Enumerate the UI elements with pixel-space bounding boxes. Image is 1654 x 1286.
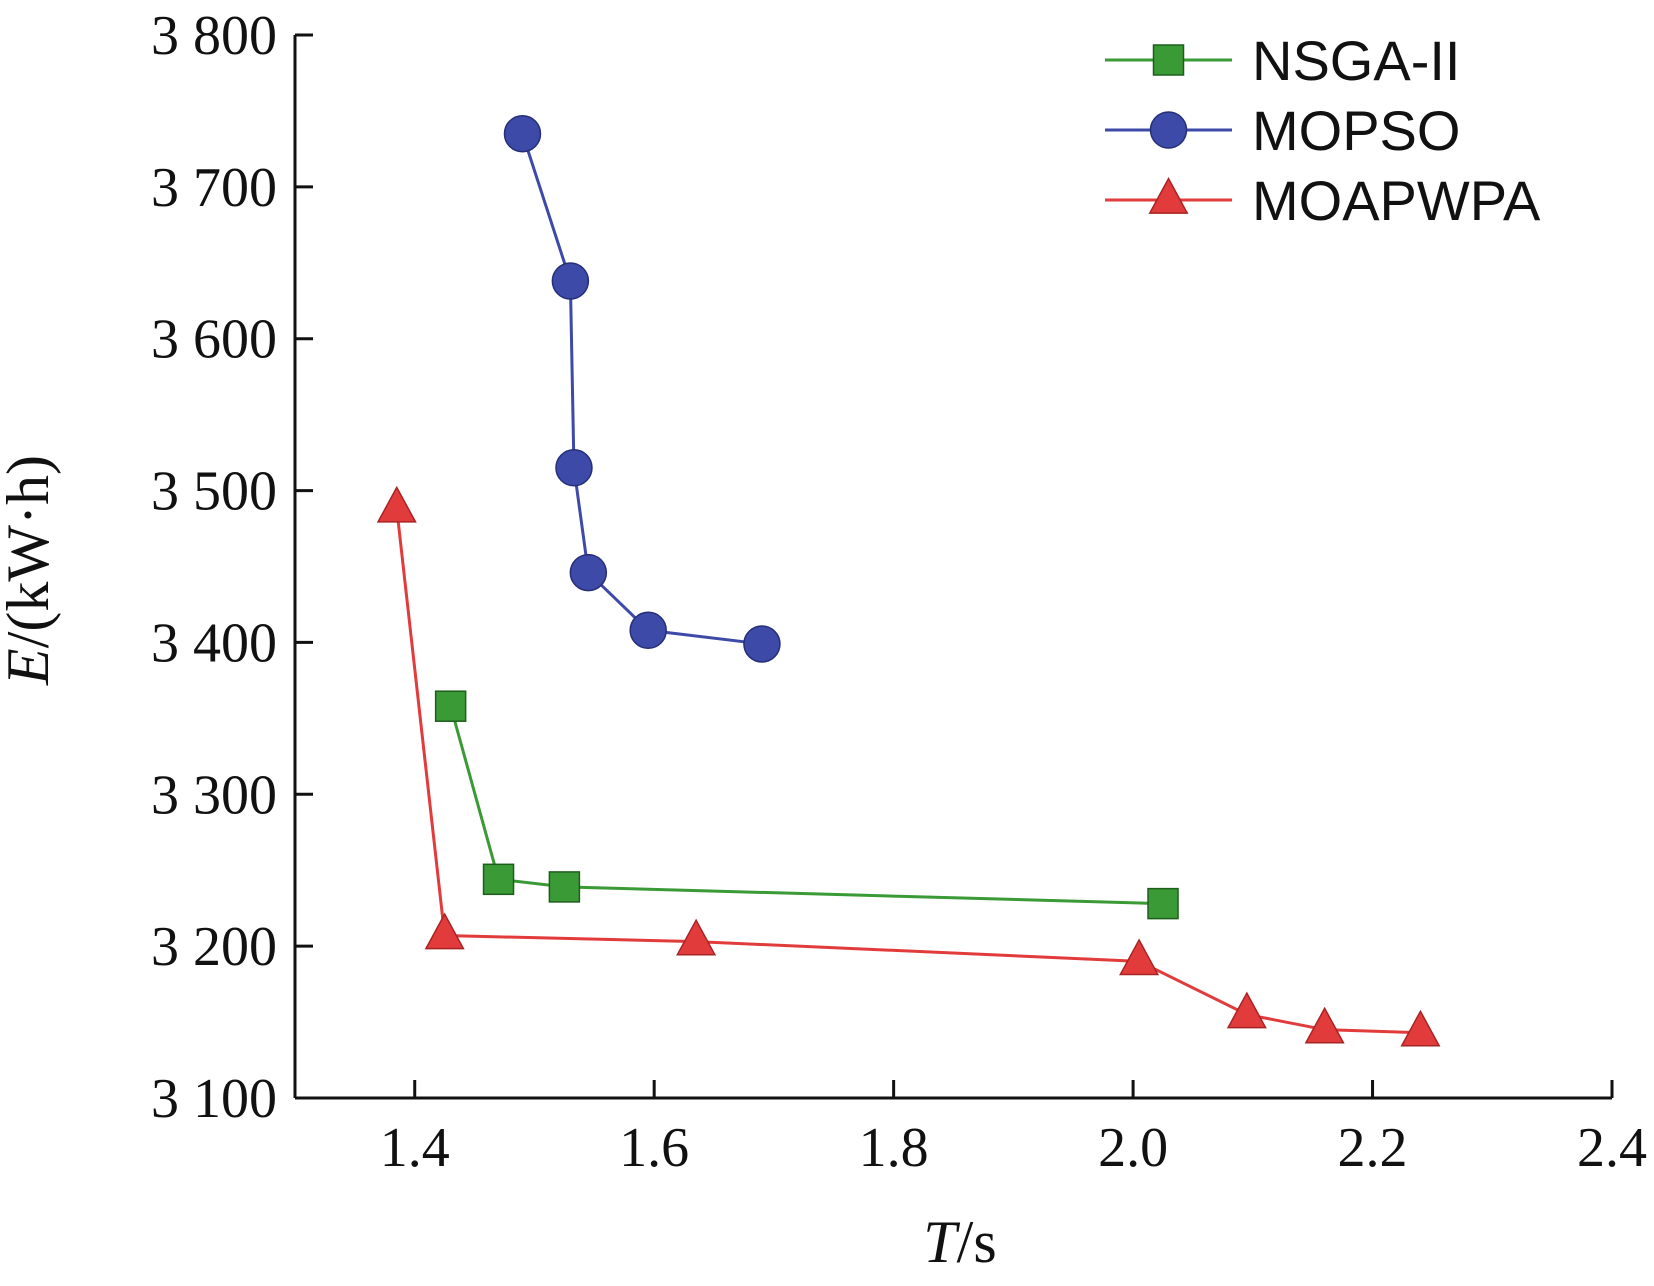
data-point — [743, 625, 781, 663]
data-point — [569, 553, 608, 592]
y-tick-label: 3 800 — [151, 5, 277, 67]
data-point — [503, 114, 542, 153]
x-tick-label: 2.0 — [1098, 1117, 1168, 1179]
x-tick-label: 1.4 — [380, 1117, 450, 1179]
data-point — [1226, 991, 1267, 1029]
x-axis-variable: T — [923, 1209, 960, 1275]
legend-marker — [1149, 111, 1188, 149]
axes: 3 100 3 200 3 300 3 400 3 500 3 600 3 700 3 800… — [151, 5, 1647, 1179]
series-line — [521, 133, 763, 646]
series-mopso — [503, 114, 781, 663]
y-tick-label: 3 700 — [151, 157, 277, 219]
y-tick-label: 3 600 — [151, 309, 277, 371]
legend-marker — [1152, 44, 1185, 76]
legend-entry: MOAPWPA — [1105, 169, 1541, 232]
data-point — [376, 485, 417, 523]
y-tick-label: 3 100 — [151, 1068, 277, 1130]
x-tick-label: 2.2 — [1338, 1117, 1408, 1179]
series-layer — [376, 114, 1441, 1047]
legend-entry: NSGA-II — [1105, 29, 1460, 92]
y-tick-label: 3 400 — [151, 612, 277, 674]
series-moapwpa — [376, 485, 1441, 1047]
series-nsga-ii — [434, 690, 1179, 920]
series-line — [395, 508, 1421, 1035]
data-point — [434, 690, 467, 722]
data-point — [1400, 1009, 1441, 1047]
data-point — [629, 611, 667, 650]
data-point — [548, 871, 581, 903]
x-axis-unit: /s — [957, 1209, 997, 1275]
data-point — [551, 262, 590, 300]
y-tick-label: 3 500 — [151, 461, 277, 523]
y-tick-label: 3 200 — [151, 916, 277, 978]
legend-label: MOPSO — [1252, 99, 1460, 162]
legend-label: MOAPWPA — [1252, 169, 1541, 232]
y-axis-title: E/(kW·h) — [0, 455, 61, 686]
x-axis-title: T/s — [923, 1209, 996, 1275]
legend-label: NSGA-II — [1252, 29, 1460, 92]
y-axis-unit: /(kW·h) — [0, 455, 61, 648]
legend-marker — [1148, 177, 1189, 214]
x-tick-label: 1.8 — [859, 1117, 929, 1179]
data-point — [676, 918, 717, 956]
data-point — [1147, 887, 1179, 920]
data-point — [482, 863, 515, 896]
y-axis-variable: E — [0, 648, 61, 686]
legend-entry: MOPSO — [1105, 99, 1460, 162]
data-point — [424, 912, 465, 950]
data-point — [1304, 1006, 1345, 1044]
series-line — [449, 705, 1164, 906]
legend: NSGA-II MOPSO MOAPWPA — [1105, 29, 1541, 232]
x-tick-label: 1.6 — [619, 1117, 689, 1179]
data-point — [1119, 938, 1160, 976]
y-tick-label: 3 300 — [151, 764, 277, 826]
data-point — [555, 449, 593, 487]
x-tick-label: 2.4 — [1577, 1117, 1647, 1179]
